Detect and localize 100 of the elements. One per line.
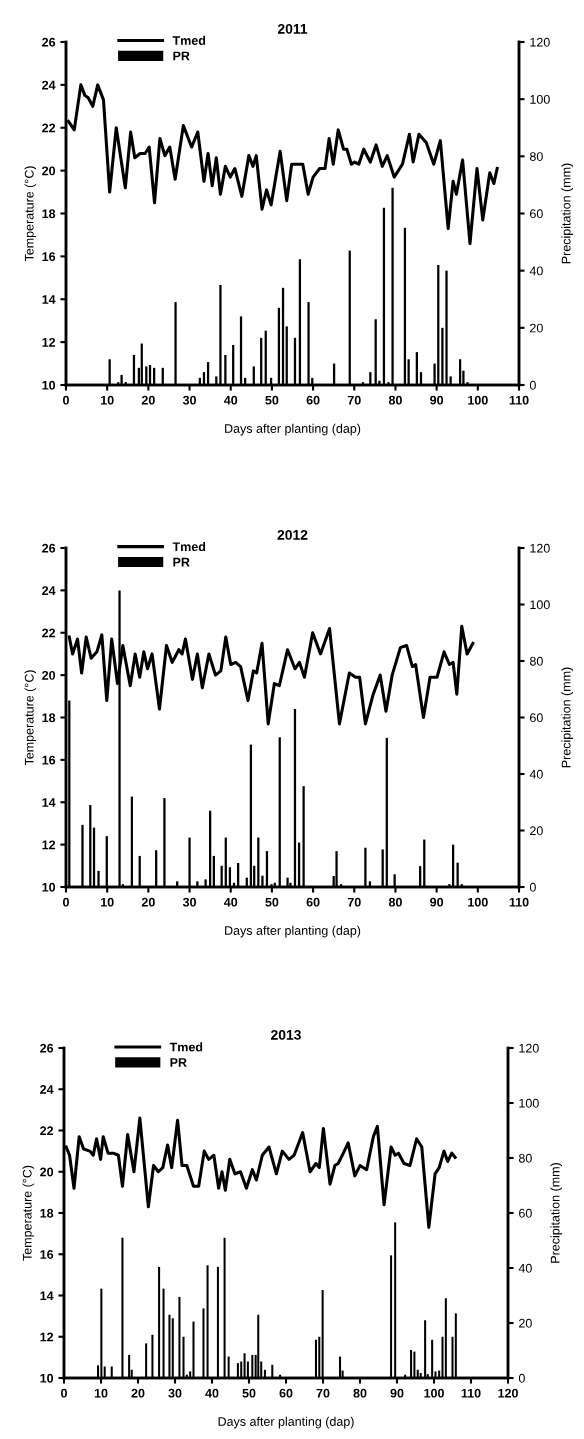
x-tick-label: 40 <box>205 1388 219 1398</box>
x-axis-title: Days after planting (dap) <box>218 1416 354 1429</box>
chart-title: 2011 <box>277 23 308 34</box>
y2-tick-label: 40 <box>518 1263 532 1273</box>
y2-tick-label: 20 <box>530 323 543 333</box>
y-tick-label: 14 <box>42 798 56 807</box>
x-tick-label: 120 <box>498 1388 518 1398</box>
x-tick-label: 20 <box>141 395 155 405</box>
x-tick-label: 0 <box>61 1388 67 1398</box>
x-tick-label: 100 <box>468 395 488 405</box>
y2-tick-label: 100 <box>530 94 550 104</box>
x-tick-label: 80 <box>353 1388 367 1398</box>
legend-label: Tmed <box>172 541 206 552</box>
x-tick-label: 30 <box>182 897 196 907</box>
y-tick-label: 24 <box>42 586 56 595</box>
y-axis-title: Temperature (°C) <box>24 166 37 262</box>
y2-tick-label: 60 <box>519 1208 532 1218</box>
chart-title: 2013 <box>271 1029 301 1040</box>
y-tick-label: 24 <box>40 1085 54 1094</box>
x-tick-label: 90 <box>430 395 444 405</box>
x-tick-label: 20 <box>131 1388 145 1398</box>
y-tick-label: 16 <box>42 252 56 262</box>
y-tick-label: 18 <box>42 209 56 219</box>
x-tick-label: 50 <box>265 395 279 405</box>
y-tick-label: 20 <box>42 166 56 176</box>
x-tick-label: 70 <box>316 1388 330 1398</box>
chart-title: 2012 <box>277 529 308 540</box>
x-tick-label: 40 <box>223 897 238 907</box>
y2-tick-label: 100 <box>530 600 550 610</box>
y-tick-label: 16 <box>40 1250 54 1259</box>
legend-label: PR <box>173 51 190 61</box>
y2-tick-label: 40 <box>529 769 543 779</box>
x-tick-label: 20 <box>141 897 155 907</box>
y2-tick-label: 0 <box>518 1373 525 1383</box>
y2-tick-label: 120 <box>519 1043 539 1053</box>
y-tick-label: 20 <box>42 670 56 680</box>
legend-label: PR <box>170 1058 187 1067</box>
x-tick-label: 70 <box>347 395 361 405</box>
x-tick-label: 50 <box>265 897 279 907</box>
y-tick-label: 26 <box>40 1043 54 1053</box>
x-tick-label: 10 <box>101 897 114 907</box>
y-tick-label: 18 <box>42 713 56 723</box>
x-tick-label: 60 <box>279 1388 293 1398</box>
x-tick-label: 110 <box>509 395 529 405</box>
x-tick-label: 100 <box>424 1388 444 1398</box>
y-tick-label: 18 <box>40 1208 54 1218</box>
x-tick-label: 40 <box>223 395 238 405</box>
x-tick-label: 0 <box>63 395 69 405</box>
x-axis-title: Days after planting (dap) <box>225 925 361 938</box>
y-tick-label: 10 <box>42 380 56 390</box>
y-tick-label: 26 <box>42 543 56 553</box>
x-axis-title: Days after planting (dap) <box>225 423 361 436</box>
y-tick-label: 22 <box>42 628 56 638</box>
y-tick-label: 10 <box>40 1373 54 1383</box>
y2-tick-label: 20 <box>519 1318 532 1328</box>
x-tick-label: 30 <box>182 395 196 405</box>
y2-tick-label: 60 <box>530 713 543 723</box>
x-tick-label: 60 <box>306 897 320 907</box>
x-tick-label: 10 <box>94 1388 108 1398</box>
y-tick-label: 12 <box>42 840 56 850</box>
x-tick-label: 100 <box>468 897 488 907</box>
y2-tick-label: 0 <box>529 882 536 892</box>
y-tick-label: 22 <box>40 1126 54 1136</box>
y-tick-label: 24 <box>42 80 56 90</box>
y-tick-label: 14 <box>42 295 56 304</box>
y2-tick-label: 100 <box>519 1098 539 1108</box>
y-tick-label: 26 <box>42 37 56 47</box>
y-tick-label: 20 <box>40 1167 54 1177</box>
y-tick-label: 10 <box>42 882 56 892</box>
y2-tick-label: 40 <box>529 266 543 276</box>
y2-axis-title: Precipitation (mm) <box>561 667 574 768</box>
x-tick-label: 80 <box>388 395 402 405</box>
y-tick-label: 14 <box>40 1291 54 1301</box>
y2-tick-label: 20 <box>530 826 543 836</box>
y2-axis-title: Precipitation (mm) <box>550 1163 563 1263</box>
legend-label: Tmed <box>172 35 206 45</box>
x-tick-label: 70 <box>347 897 361 907</box>
y-tick-label: 12 <box>40 1332 54 1342</box>
y2-tick-label: 80 <box>529 656 543 666</box>
x-tick-label: 0 <box>63 897 69 907</box>
y-tick-label: 16 <box>42 755 56 765</box>
y2-tick-label: 80 <box>518 1153 532 1163</box>
y2-tick-label: 120 <box>530 543 550 553</box>
legend-label: PR <box>173 557 190 567</box>
x-tick-label: 110 <box>461 1388 481 1398</box>
y-tick-label: 22 <box>42 123 56 133</box>
x-tick-label: 60 <box>306 395 320 405</box>
y2-tick-label: 80 <box>529 152 543 161</box>
legend-label: Tmed <box>169 1042 203 1052</box>
x-tick-label: 90 <box>430 897 444 907</box>
x-tick-label: 30 <box>168 1388 182 1398</box>
x-tick-label: 50 <box>242 1388 256 1398</box>
y-tick-label: 12 <box>42 337 56 347</box>
x-tick-label: 80 <box>388 897 402 907</box>
x-tick-label: 90 <box>390 1388 404 1398</box>
y2-tick-label: 120 <box>530 37 550 47</box>
y-axis-title: Temperature (°C) <box>22 1165 35 1261</box>
x-tick-label: 110 <box>509 897 529 907</box>
x-tick-label: 10 <box>101 395 114 405</box>
y2-tick-label: 60 <box>530 209 543 219</box>
